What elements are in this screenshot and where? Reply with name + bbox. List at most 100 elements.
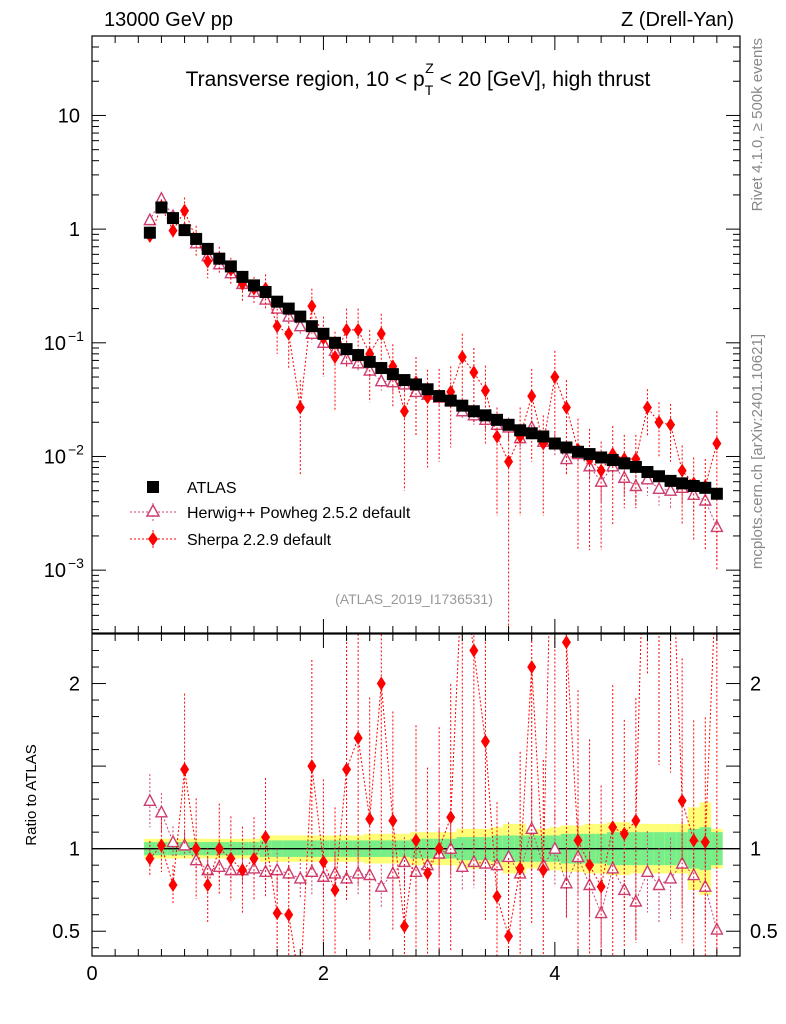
sherpa-ratio-point: [284, 907, 294, 922]
atlas-main-point: [340, 343, 353, 356]
atlas-main-point: [629, 460, 642, 473]
y-tick-main-label: 10: [44, 333, 66, 355]
sherpa-ratio-point: [376, 676, 386, 691]
y-tick-main-exponent: −3: [68, 555, 84, 571]
sherpa-ratio-point: [168, 877, 178, 892]
atlas-main-point: [294, 310, 307, 323]
atlas-main-point: [178, 224, 191, 237]
herwig-ratio-point: [606, 860, 620, 874]
herwig-ratio-point: [663, 870, 678, 884]
herwig-main-point: [293, 318, 307, 332]
sherpa-main-point: [399, 404, 409, 419]
sherpa-main-point: [666, 417, 676, 432]
herwig-ratio-point: [143, 793, 157, 806]
atlas-main-point: [201, 242, 214, 255]
atlas-main-point: [514, 424, 527, 437]
atlas-main-point: [548, 437, 561, 450]
sherpa-ratio-point: [423, 866, 433, 881]
plot-title-sub: T: [425, 82, 434, 98]
herwig-main-point: [282, 309, 296, 322]
herwig-main-point: [652, 481, 666, 494]
atlas-main-point: [525, 427, 538, 440]
sherpa-ratio-point: [307, 759, 317, 774]
y-tick-main-label: 10: [44, 446, 66, 468]
sherpa-ratio-point: [330, 882, 340, 897]
sherpa-ratio-point: [619, 826, 629, 841]
herwig-ratio-point: [594, 905, 608, 919]
sherpa-ratio-point: [249, 851, 259, 866]
sherpa-ratio-point: [434, 841, 444, 856]
atlas-main-point: [352, 349, 365, 362]
legend: ATLAS Herwig++ Powheg 2.5.2 default Sher…: [130, 480, 411, 549]
herwig-ratio-point: [501, 849, 516, 863]
plot-title-post: < 20 [GeV], high thrust: [434, 68, 651, 91]
atlas-main-point: [375, 362, 388, 375]
legend-marker-sherpa: [148, 532, 158, 546]
atlas-main-point: [537, 430, 550, 443]
sherpa-ratio-point: [538, 863, 548, 878]
sherpa-main-point: [677, 463, 687, 478]
analysis-id-label: (ATLAS_2019_I1736531): [335, 591, 493, 607]
y-tick-main-exponent: −1: [68, 328, 84, 344]
herwig-ratio-point: [177, 837, 192, 851]
atlas-main-point: [618, 457, 631, 470]
atlas-main-point: [155, 201, 168, 214]
atlas-main-point: [641, 466, 654, 479]
atlas-main-point: [386, 368, 399, 381]
sherpa-ratio-point: [655, 511, 664, 525]
herwig-ratio-point: [525, 821, 539, 835]
ratio-y-label: Ratio to ATLAS: [23, 744, 40, 845]
sherpa-ratio-point: [296, 980, 305, 994]
herwig-ratio-point: [374, 879, 388, 892]
header-energy-label: 13000 GeV pp: [104, 9, 233, 31]
y-tick-ratio-label-left: 1: [69, 839, 80, 861]
herwig-ratio-point: [548, 841, 562, 854]
sherpa-ratio-point: [318, 854, 328, 869]
herwig-ratio-point: [710, 922, 724, 935]
atlas-main-point: [410, 378, 422, 391]
herwig-ratio-point: [687, 867, 701, 881]
sherpa-main-point: [527, 389, 537, 404]
sherpa-ratio-point: [631, 813, 641, 828]
sherpa-ratio-point: [365, 811, 375, 826]
sherpa-main-point: [469, 365, 479, 380]
sherpa-ratio-point: [342, 762, 352, 777]
herwig-main-point: [629, 478, 643, 492]
herwig-ratio-point: [339, 870, 354, 884]
sherpa-ratio-point: [411, 833, 421, 848]
sherpa-ratio-point: [689, 833, 699, 848]
herwig-ratio-point: [640, 864, 655, 877]
sherpa-ratio-point: [608, 820, 618, 835]
x-tick-label: 0: [86, 963, 97, 985]
legend-marker-herwig: [145, 503, 161, 517]
atlas-main-point: [502, 418, 515, 431]
sherpa-main-line: [149, 205, 718, 487]
atlas-main-point: [583, 448, 596, 461]
sherpa-ratio-point: [353, 731, 363, 746]
plot-title-sup: Z: [425, 60, 434, 76]
herwig-ratio-point: [270, 862, 284, 876]
atlas-main-point: [444, 394, 457, 407]
plot-title: Transverse region, 10 < pTZ < 20 [GeV], …: [186, 60, 651, 98]
sherpa-main-point: [376, 326, 386, 341]
rivet-version-label: Rivet 4.1.0, ≥ 500k events: [749, 38, 766, 211]
atlas-main-point: [572, 445, 584, 458]
sherpa-main-point: [596, 463, 606, 478]
sherpa-ratio-point: [700, 835, 710, 850]
atlas-main-point: [363, 355, 376, 368]
legend-label-atlas: ATLAS: [187, 480, 237, 497]
sherpa-ratio-point: [596, 879, 606, 894]
legend-label-sherpa: Sherpa 2.2.9 default: [187, 532, 332, 549]
legend-marker-atlas: [147, 481, 159, 493]
atlas-main-point: [398, 374, 411, 387]
header-process-label: Z (Drell-Yan): [621, 9, 734, 31]
atlas-main-point: [213, 252, 226, 265]
atlas-main-point: [259, 285, 272, 298]
y-tick-ratio-label-right: 2: [750, 674, 761, 696]
herwig-ratio-point: [154, 804, 169, 818]
sherpa-ratio-point: [261, 830, 271, 845]
sherpa-main-point: [203, 254, 213, 269]
herwig-ratio-point: [455, 859, 469, 873]
sherpa-main-point: [654, 415, 664, 430]
